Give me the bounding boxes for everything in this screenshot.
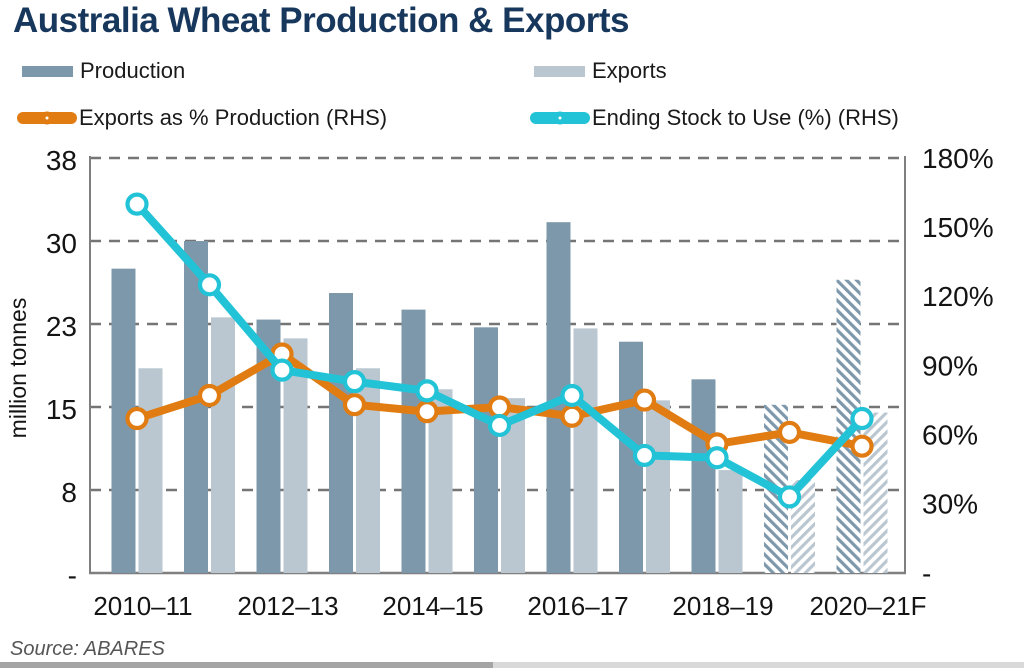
bar-exports-2010–11 (138, 368, 163, 573)
marker-exports-pct-2010–11 (125, 406, 149, 431)
marker-ending-stock-2011–12 (197, 273, 222, 297)
marker-exports-pct-2017–18 (632, 388, 657, 412)
bar-production-2014–15 (401, 309, 426, 573)
legend-item-production: Production (22, 58, 185, 84)
legend-item-ending-stock: Ending Stock to Use (%) (RHS) (530, 105, 899, 131)
marker-ending-stock-2010–11 (125, 192, 149, 216)
svg-text:180%: 180% (922, 143, 994, 174)
svg-text:2014–15: 2014–15 (382, 591, 483, 621)
chart-title: Australia Wheat Production & Exports (13, 1, 629, 40)
bar-exports-2016–17 (573, 328, 598, 573)
marker-exports-pct-2015–16 (487, 395, 512, 419)
marker-exports-pct-2020–21F (850, 434, 874, 458)
legend-label-exports: Exports (592, 58, 667, 83)
svg-text:-: - (922, 558, 931, 589)
svg-text:2018–19: 2018–19 (672, 591, 773, 621)
bar-production-2015–16 (474, 327, 498, 573)
svg-text:-: - (68, 560, 77, 591)
bar-production-2018–19 (691, 379, 716, 573)
svg-text:2020–21F: 2020–21F (809, 591, 926, 621)
svg-text:30%: 30% (922, 489, 978, 520)
marker-ending-stock-2012–13 (270, 358, 294, 382)
legend-item-exports: Exports (534, 58, 667, 84)
bar-exports-2011–12 (211, 317, 235, 573)
bottom-scrollbar-thumb[interactable] (0, 662, 493, 668)
marker-ending-stock-2015–16 (487, 413, 512, 438)
svg-text:2016–17: 2016–17 (527, 591, 628, 621)
svg-text:150%: 150% (922, 212, 994, 243)
marker-ending-stock-2018–19 (705, 446, 729, 470)
legend-label-exports-pct: Exports as % Production (RHS) (79, 105, 388, 130)
svg-text:15: 15 (46, 394, 77, 425)
marker-ending-stock-2013–14 (342, 370, 367, 394)
marker-exports-pct-2013–14 (342, 393, 367, 417)
marker-ending-stock-2020–21F (850, 406, 874, 431)
svg-text:38: 38 (46, 145, 77, 176)
svg-text:2012–13: 2012–13 (237, 591, 338, 621)
svg-text:23: 23 (46, 311, 77, 342)
marker-exports-pct-2016–17 (560, 404, 584, 428)
marker-ending-stock-2017–18 (632, 443, 657, 468)
marker-ending-stock-2019–20 (777, 485, 802, 509)
legend-label-production: Production (80, 58, 186, 83)
svg-text:8: 8 (61, 477, 77, 508)
bottom-scrollbar-track (0, 662, 1024, 668)
left-axis-title: million tonnes (5, 298, 31, 439)
line-marker-swatch-icon (530, 111, 590, 125)
bar-production-2013–14 (329, 293, 353, 573)
marker-exports-pct-2019–20 (777, 420, 802, 444)
marker-ending-stock-2016–17 (560, 383, 584, 408)
line-marker-swatch-icon (17, 111, 77, 125)
marker-exports-pct-2014–15 (415, 400, 439, 424)
svg-text:90%: 90% (922, 350, 978, 381)
production-swatch-icon (22, 65, 73, 77)
bar-production-2011–12 (184, 241, 208, 573)
svg-text:60%: 60% (922, 419, 978, 450)
bar-exports-2017–18 (646, 400, 670, 573)
exports-swatch-icon (534, 65, 585, 77)
svg-text:2010–11: 2010–11 (93, 591, 192, 621)
svg-text:30: 30 (46, 228, 77, 259)
legend-item-exports-pct: Exports as % Production (RHS) (17, 105, 387, 131)
source-note: Source: ABARES (10, 638, 165, 660)
svg-text:120%: 120% (922, 281, 994, 312)
marker-exports-pct-2011–12 (197, 383, 222, 408)
bar-exports-2018–19 (718, 470, 743, 573)
legend-label-ending-stock: Ending Stock to Use (%) (RHS) (592, 105, 899, 130)
marker-ending-stock-2014–15 (415, 379, 439, 403)
